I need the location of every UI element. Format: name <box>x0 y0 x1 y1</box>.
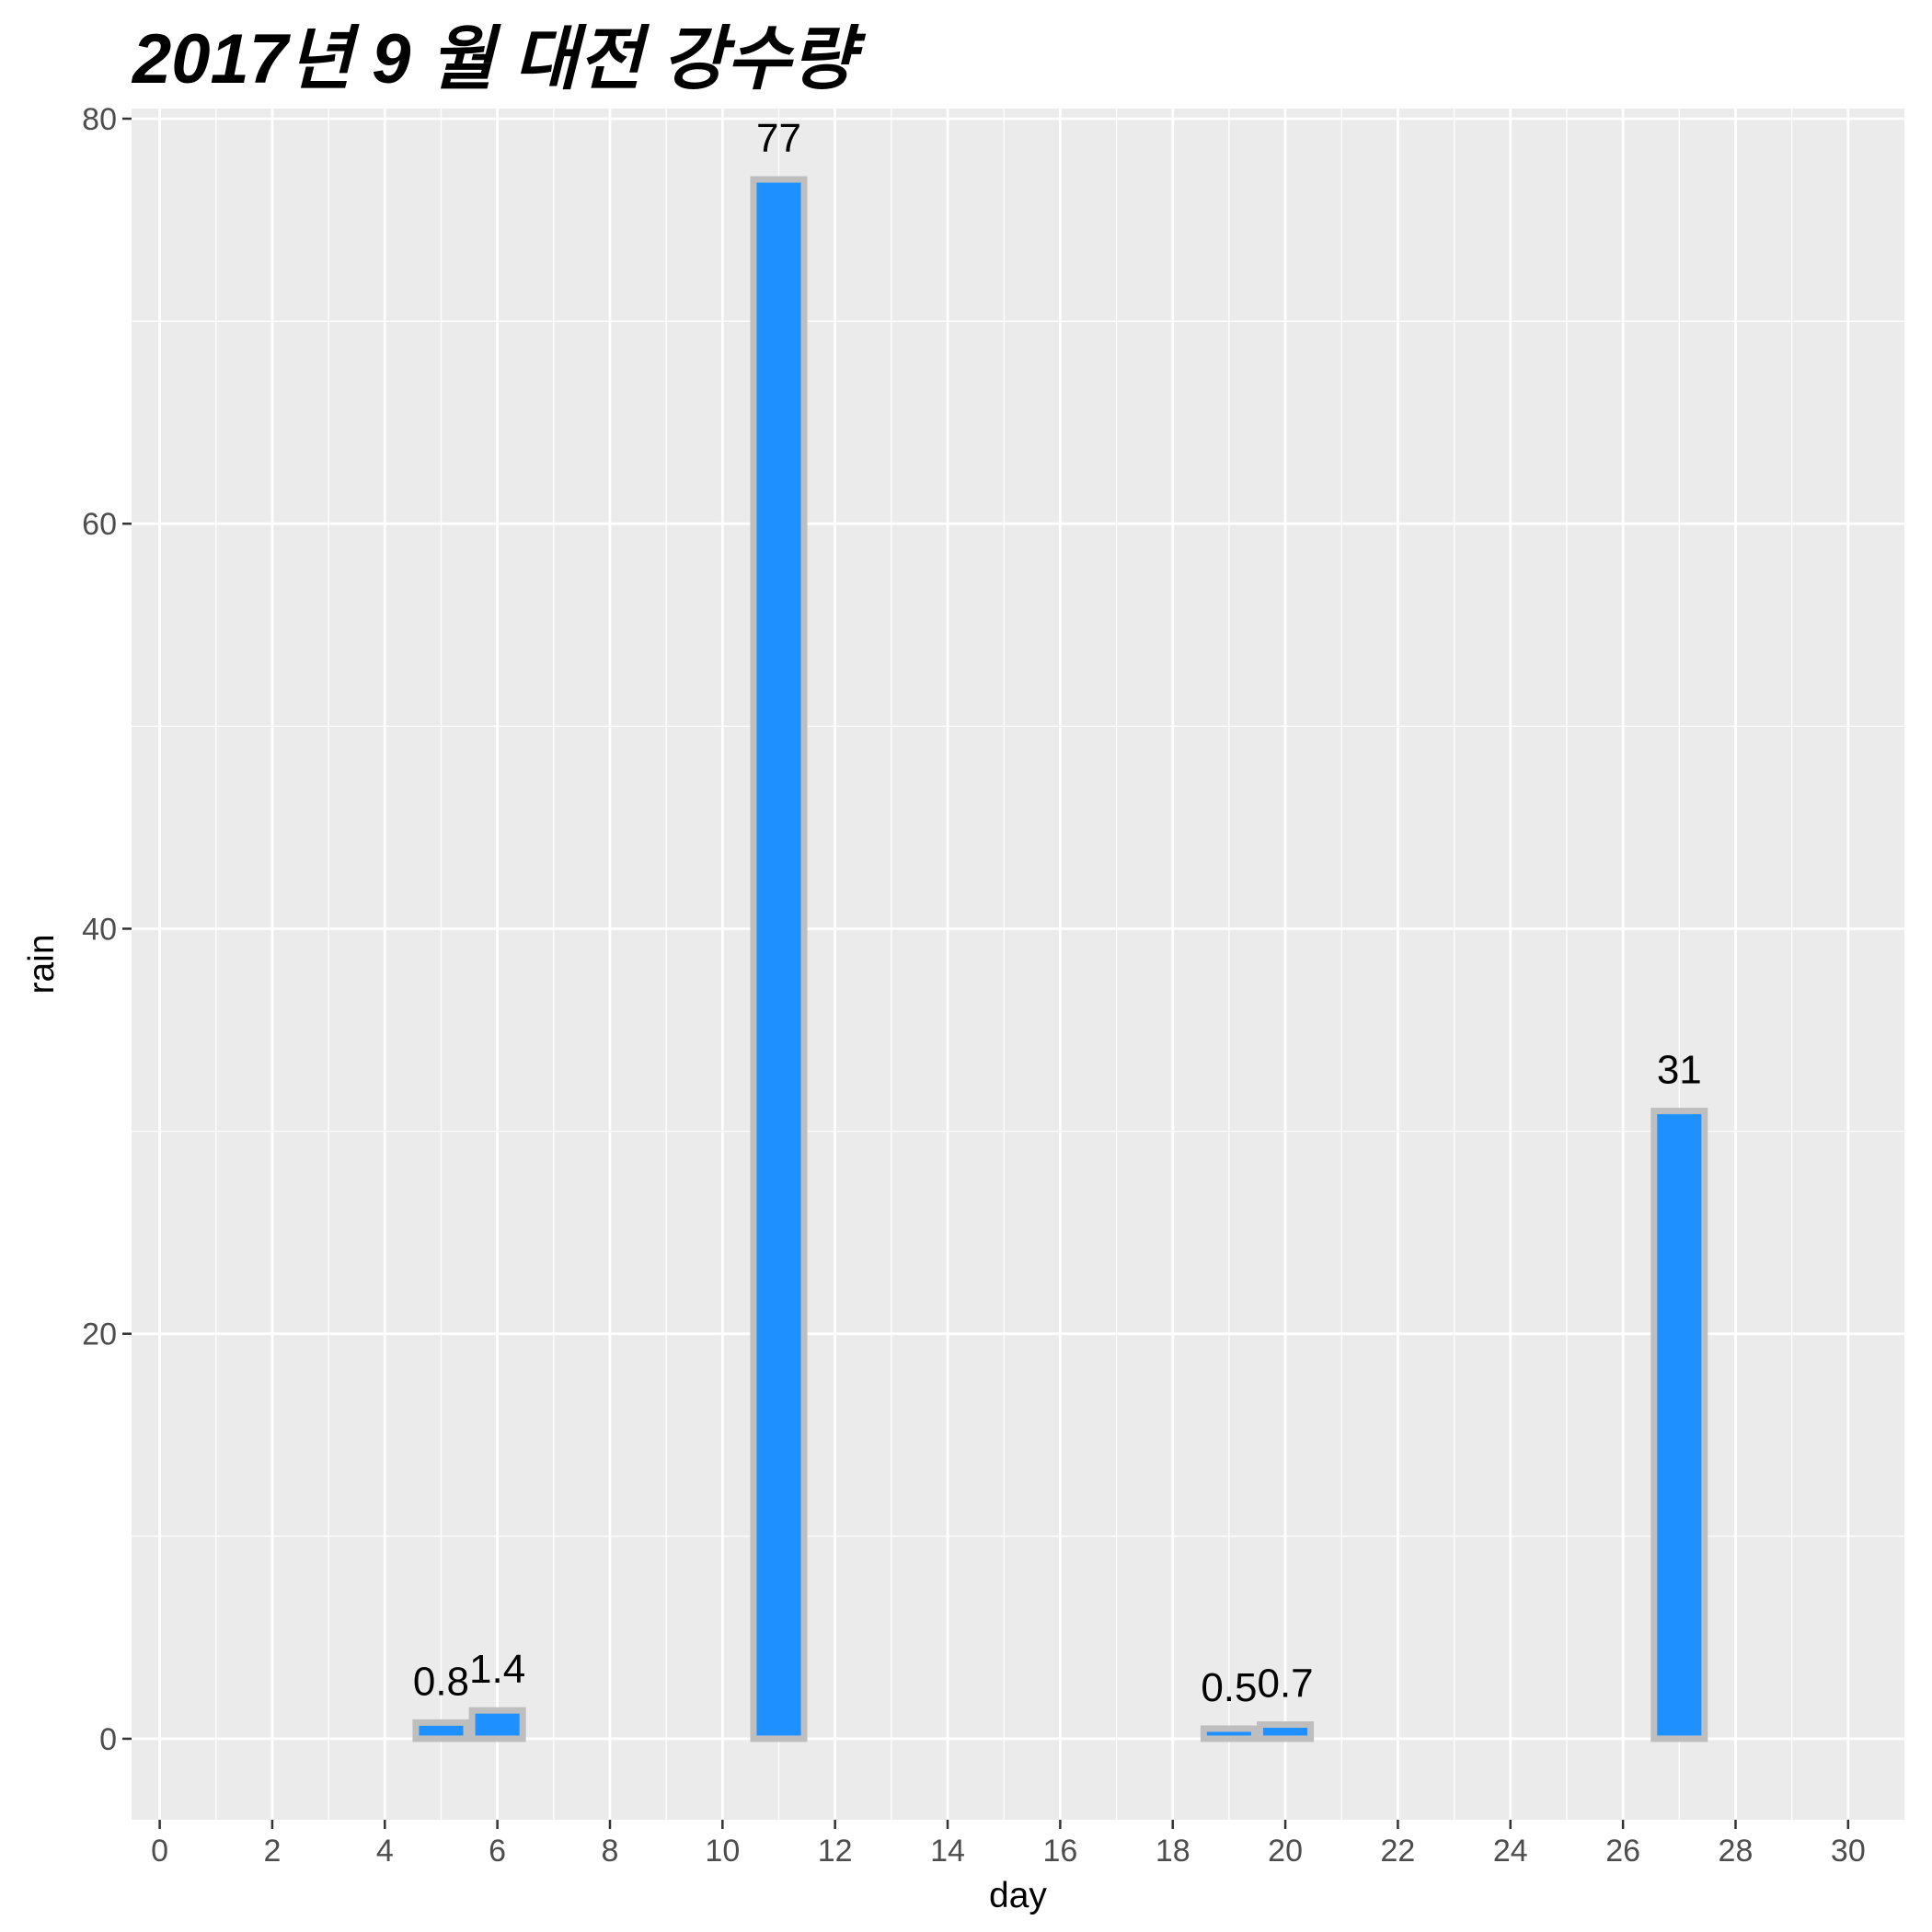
x-tick-label: 26 <box>1605 1834 1640 1869</box>
data-label: 1.4 <box>469 1647 525 1692</box>
bars <box>412 176 1708 1742</box>
x-tick-label: 2 <box>263 1834 281 1869</box>
bar <box>412 1719 470 1742</box>
data-label: 31 <box>1657 1048 1702 1093</box>
x-tick-label: 28 <box>1719 1834 1754 1869</box>
y-tick-label: 60 <box>82 507 117 542</box>
x-tick-label: 30 <box>1831 1834 1866 1869</box>
x-tick-label: 16 <box>1042 1834 1077 1869</box>
x-tick-label: 22 <box>1381 1834 1416 1869</box>
plot-panel <box>132 109 1904 1820</box>
data-label: 0.5 <box>1201 1665 1257 1710</box>
data-label: 77 <box>756 116 801 161</box>
data-label: 0.7 <box>1257 1662 1313 1707</box>
bar <box>750 176 808 1742</box>
x-tick-label: 4 <box>376 1834 394 1869</box>
data-label: 0.8 <box>413 1659 469 1704</box>
bar <box>468 1707 526 1742</box>
x-tick-label: 24 <box>1493 1834 1528 1869</box>
bar <box>1650 1108 1708 1742</box>
x-tick-label: 12 <box>818 1834 853 1869</box>
x-tick-label: 6 <box>489 1834 506 1869</box>
y-tick-label: 0 <box>99 1722 117 1757</box>
bar <box>1257 1721 1315 1742</box>
y-tick-label: 40 <box>82 912 117 947</box>
x-tick-label: 18 <box>1156 1834 1190 1869</box>
x-tick-label: 10 <box>705 1834 740 1869</box>
chart-title: 2017년 9 월 대전 강수량 <box>132 20 856 98</box>
x-tick-label: 20 <box>1268 1834 1303 1869</box>
y-tick-label: 20 <box>82 1317 117 1352</box>
bar <box>1200 1725 1258 1742</box>
grid-lines <box>132 109 1904 1820</box>
data-labels: 0.8 1.4 77 0.5 0.7 31 <box>413 116 1702 1710</box>
y-tick-label: 80 <box>82 102 117 137</box>
x-tick-label: 0 <box>151 1834 168 1869</box>
x-tick-label: 8 <box>602 1834 619 1869</box>
x-axis-title: day <box>989 1876 1047 1915</box>
y-axis-title: rain <box>22 934 62 994</box>
x-tick-label: 14 <box>930 1834 965 1869</box>
